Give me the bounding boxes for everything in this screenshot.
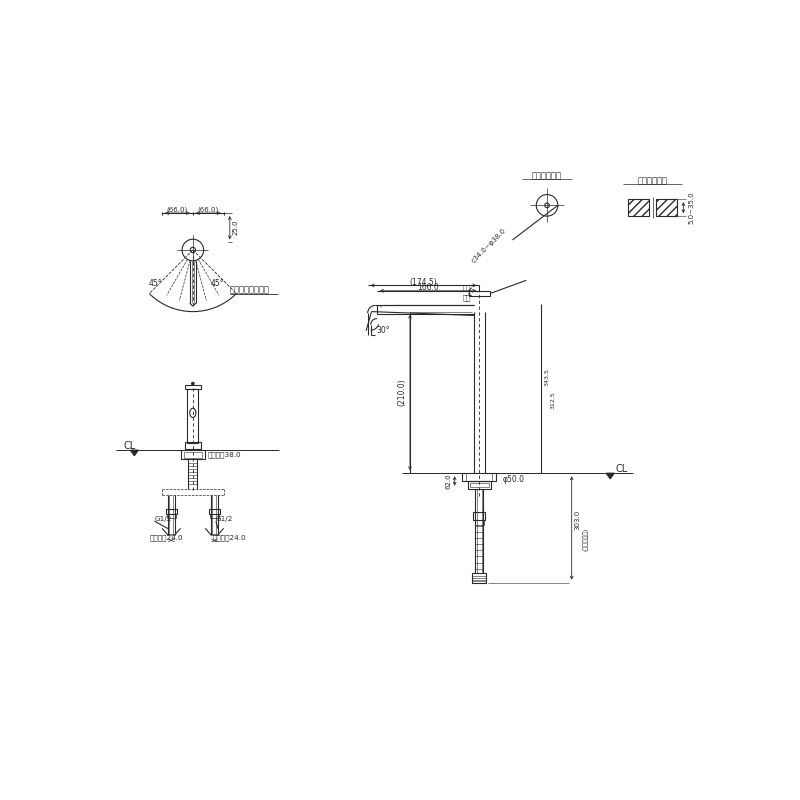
Bar [473,512,486,519]
Circle shape [192,382,194,385]
Bar [210,514,218,518]
Bar [209,509,220,514]
Text: φ50.0: φ50.0 [502,475,525,484]
Text: 45°: 45° [149,278,162,288]
Text: 166.0: 166.0 [418,283,439,292]
Text: 312.5: 312.5 [550,391,556,409]
Bar [187,389,198,442]
Text: ς34.0~φ38.0: ς34.0~φ38.0 [470,227,507,264]
Text: G1/2: G1/2 [216,517,234,522]
Text: ハンドル回転角度: ハンドル回転角度 [230,286,270,294]
Text: (210.0): (210.0) [398,378,407,406]
Text: (174.5): (174.5) [410,278,438,287]
Bar [167,514,175,518]
Bar [166,509,177,514]
Text: 62.0: 62.0 [446,473,451,489]
Text: 天板取付穴径: 天板取付穴径 [532,171,562,181]
Text: G1/2: G1/2 [154,517,172,522]
Polygon shape [130,450,138,455]
Bar [470,482,489,487]
Bar [474,519,484,525]
Text: 303.0: 303.0 [575,510,581,530]
Bar [181,450,205,459]
Text: 30°: 30° [376,326,390,335]
Text: 六角対辺24.0: 六角対辺24.0 [150,534,183,541]
Bar [185,385,201,389]
Text: 温水: 温水 [463,285,472,291]
Bar [472,574,486,582]
Text: 5.0~35.0: 5.0~35.0 [688,191,694,224]
Text: (66.0): (66.0) [167,206,188,214]
Text: 六角対辺38.0: 六角対辺38.0 [207,451,241,458]
Bar [468,481,491,489]
Text: 25.0: 25.0 [232,220,238,235]
Bar [628,199,650,216]
Bar [185,442,201,449]
Text: 天板取付範囲: 天板取付範囲 [638,176,667,185]
Text: CL: CL [123,442,136,451]
Bar [184,452,202,458]
Bar [656,199,677,216]
Text: (取付面より): (取付面より) [582,528,588,551]
Bar [469,291,490,296]
Text: 止水: 止水 [463,294,472,301]
Polygon shape [606,474,614,478]
Bar [462,474,496,481]
Text: 六角対辺24.0: 六角対辺24.0 [213,534,246,541]
Text: (66.0): (66.0) [198,206,219,214]
Text: 45°: 45° [210,278,224,288]
Text: 343.5: 343.5 [545,368,550,386]
Text: CL: CL [616,465,628,474]
